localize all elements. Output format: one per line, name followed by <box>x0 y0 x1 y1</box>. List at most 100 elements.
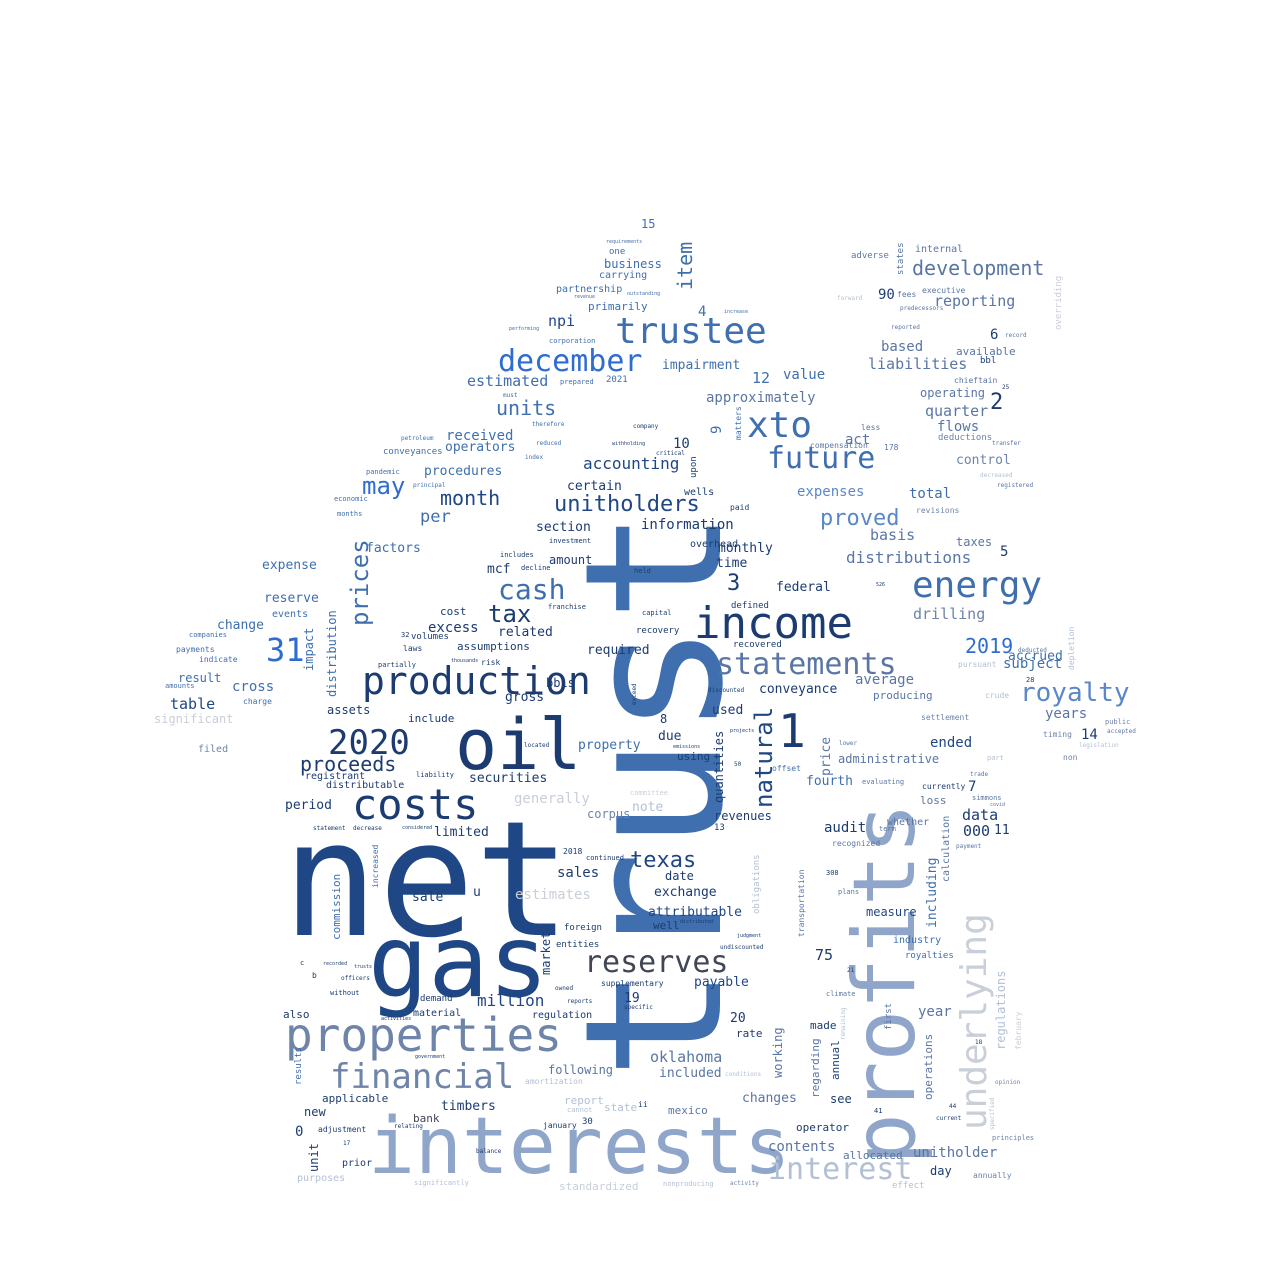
word-control: control <box>956 453 1011 468</box>
word-xto: xto <box>747 405 813 446</box>
word-risk: risk <box>481 658 501 667</box>
word-purposes: purposes <box>297 1173 346 1184</box>
word-proceeds: proceeds <box>300 752 397 776</box>
word-include: include <box>408 712 455 725</box>
word-performing: performing <box>509 326 540 332</box>
word-0: 0 <box>295 1124 304 1140</box>
word-offset: offset <box>772 764 801 773</box>
word-material: material <box>413 1008 462 1019</box>
word-using: using <box>677 750 711 763</box>
word-decrease: decrease <box>353 825 382 832</box>
word-526: 526 <box>876 582 886 588</box>
word-decline: decline <box>521 564 551 572</box>
word-costs: costs <box>352 780 479 829</box>
word-npi: npi <box>548 312 576 330</box>
word-discounted: discounted <box>708 687 745 694</box>
word-1: 1 <box>778 704 806 758</box>
word-17: 17 <box>343 1140 351 1147</box>
word-liability: liability <box>416 771 454 779</box>
word-thousands: thousands <box>451 658 479 664</box>
word-financial: financial <box>330 1057 515 1097</box>
word-7: 7 <box>968 779 977 795</box>
word-investment: investment <box>549 537 592 545</box>
word-measure: measure <box>866 905 917 919</box>
word-rate: rate <box>736 1027 763 1040</box>
word-factors: factors <box>366 541 421 556</box>
word-tax: tax <box>488 600 532 628</box>
word-state: state <box>604 1101 638 1114</box>
word-transportation: transportation <box>797 869 806 937</box>
word-recognized: recognized <box>832 839 881 848</box>
word-critical: critical <box>656 450 685 457</box>
word-based: based <box>881 339 924 355</box>
word-made: made <box>810 1019 837 1032</box>
word-90: 90 <box>878 287 895 303</box>
word-principles: principles <box>992 1134 1035 1142</box>
word-received: received <box>446 428 514 444</box>
word-nonproducing: nonproducing <box>663 1180 714 1188</box>
word-8: 8 <box>660 712 668 726</box>
word-principal: principal <box>413 482 446 489</box>
word-generally: generally <box>514 791 590 807</box>
word-public: public <box>1105 718 1131 726</box>
word-178: 178 <box>884 443 899 452</box>
word-new: new <box>304 1105 326 1119</box>
word-308: 308 <box>826 869 839 877</box>
word-estimated: estimated <box>467 372 549 390</box>
word-fees: fees <box>897 290 917 299</box>
word-units: units <box>496 396 557 420</box>
word-10: 10 <box>673 436 690 452</box>
word-distributions: distributions <box>846 548 972 567</box>
word-section: section <box>536 520 591 535</box>
word-current: current <box>936 1115 962 1122</box>
word-average: average <box>855 672 915 688</box>
word-cannot: cannot <box>567 1106 593 1114</box>
word-see: see <box>830 1092 852 1106</box>
word-defined: defined <box>731 601 769 611</box>
word-upon: upon <box>689 456 699 478</box>
word-11: 11 <box>994 823 1010 838</box>
word-obligations: obligations <box>752 854 762 914</box>
word-note: note <box>632 800 664 815</box>
word-economic: economic <box>334 495 368 503</box>
word-sale: sale <box>412 890 444 905</box>
word-including: including <box>925 857 940 928</box>
word-term: term <box>879 825 896 833</box>
word-month: month <box>440 486 501 510</box>
word-accounting: accounting <box>583 454 680 473</box>
word-prepared: prepared <box>560 378 594 386</box>
word-petroleum: petroleum <box>401 435 434 442</box>
word-partially: partially <box>378 661 416 669</box>
word-6: 6 <box>990 327 999 343</box>
word-estimates: estimates <box>515 887 591 903</box>
word-committee: committee <box>630 789 668 797</box>
word-texas: texas <box>630 848 697 873</box>
word-covid: covid <box>990 802 1006 808</box>
word-non: non <box>1063 753 1078 762</box>
word-15: 15 <box>641 217 656 231</box>
word-12: 12 <box>752 369 771 387</box>
word-pursuant: pursuant <box>958 660 997 669</box>
word-fourth: fourth <box>806 774 853 789</box>
word-increase: increase <box>724 309 749 315</box>
word-one: one <box>609 247 626 257</box>
word-part: part <box>987 754 1004 762</box>
word-climate: climate <box>826 990 856 998</box>
word-approximately: approximately <box>706 390 816 406</box>
word-statements: statements <box>716 647 897 682</box>
word-gas: gas <box>368 903 549 1020</box>
word-certain: certain <box>567 479 622 494</box>
word-timbers: timbers <box>441 1099 496 1114</box>
word-14: 14 <box>1081 727 1098 743</box>
word-profits: profits <box>835 802 935 1165</box>
word-b: b <box>312 971 317 980</box>
word-partnership: partnership <box>556 284 623 295</box>
word-procedures: procedures <box>424 464 503 479</box>
word-net: net <box>282 786 571 973</box>
word-revenue: revenue <box>574 294 596 300</box>
word-accepted: accepted <box>1107 728 1136 735</box>
word-quantities: quantities <box>712 730 726 803</box>
word-total: total <box>909 486 952 502</box>
word-must: must <box>503 392 518 399</box>
word-timing: timing <box>1043 730 1072 739</box>
